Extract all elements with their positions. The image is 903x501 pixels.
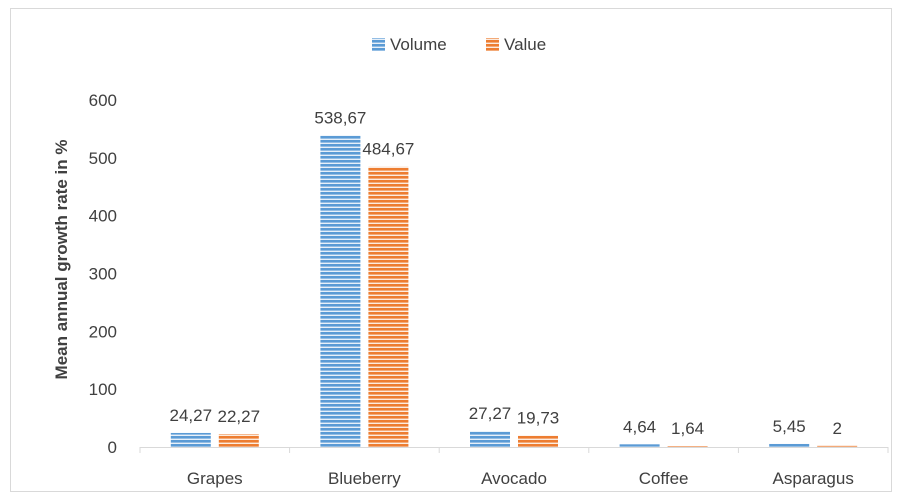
x-axis-category-labels: Grapes Blueberry Avocado Coffee Asparagus (187, 469, 854, 488)
bar-volume-grapes (170, 432, 211, 447)
data-label-volume-asparagus: 5,45 (773, 417, 806, 436)
data-label-value-blueberry: 484,67 (362, 140, 414, 159)
y-tick-label: 400 (89, 207, 117, 226)
bar-volume-asparagus (769, 443, 810, 447)
bar-volume-avocado (470, 431, 510, 447)
bar-value-blueberry (368, 166, 409, 447)
chart-frame (10, 8, 892, 492)
data-labels: 24,27 22,27 538,67 484,67 27,27 19,73 4,64 1,64… (170, 108, 842, 438)
y-tick-label: 300 (89, 265, 117, 284)
x-category-label: Coffee (639, 469, 689, 488)
data-label-volume-avocado: 27,27 (469, 404, 512, 423)
data-label-volume-blueberry: 538,67 (314, 108, 366, 127)
legend-swatch-volume (372, 38, 385, 51)
bar-volume-coffee (619, 444, 660, 447)
y-tick-label: 500 (89, 149, 117, 168)
data-label-volume-coffee: 4,64 (623, 417, 656, 436)
data-label-volume-grapes: 24,27 (170, 406, 213, 425)
bar-value-grapes (218, 434, 259, 447)
x-category-label: Avocado (481, 469, 547, 488)
y-axis-ticks: 0 100 200 300 400 500 600 (89, 91, 117, 457)
bars (170, 135, 858, 447)
y-tick-label: 100 (89, 380, 117, 399)
x-category-label: Grapes (187, 469, 243, 488)
bar-value-avocado (518, 435, 558, 447)
bar-volume-blueberry (320, 135, 361, 447)
y-tick-label: 200 (89, 322, 117, 341)
x-category-label: Blueberry (328, 469, 401, 488)
bar-value-asparagus (817, 445, 858, 447)
data-label-value-asparagus: 2 (832, 419, 841, 438)
data-label-value-grapes: 22,27 (218, 407, 261, 426)
y-axis-label: Mean annual growth rate in % (52, 140, 71, 380)
legend-label-value: Value (504, 35, 546, 54)
legend-label-volume: Volume (390, 35, 447, 54)
legend-swatch-value (486, 38, 499, 51)
x-axis-ticks (139, 447, 889, 453)
bar-value-coffee (667, 446, 708, 447)
y-tick-label: 600 (89, 91, 117, 110)
x-category-label: Asparagus (773, 469, 854, 488)
legend: Volume Value (372, 35, 546, 54)
data-label-value-coffee: 1,64 (671, 419, 704, 438)
data-label-value-avocado: 19,73 (517, 409, 560, 428)
y-tick-label: 0 (108, 438, 117, 457)
